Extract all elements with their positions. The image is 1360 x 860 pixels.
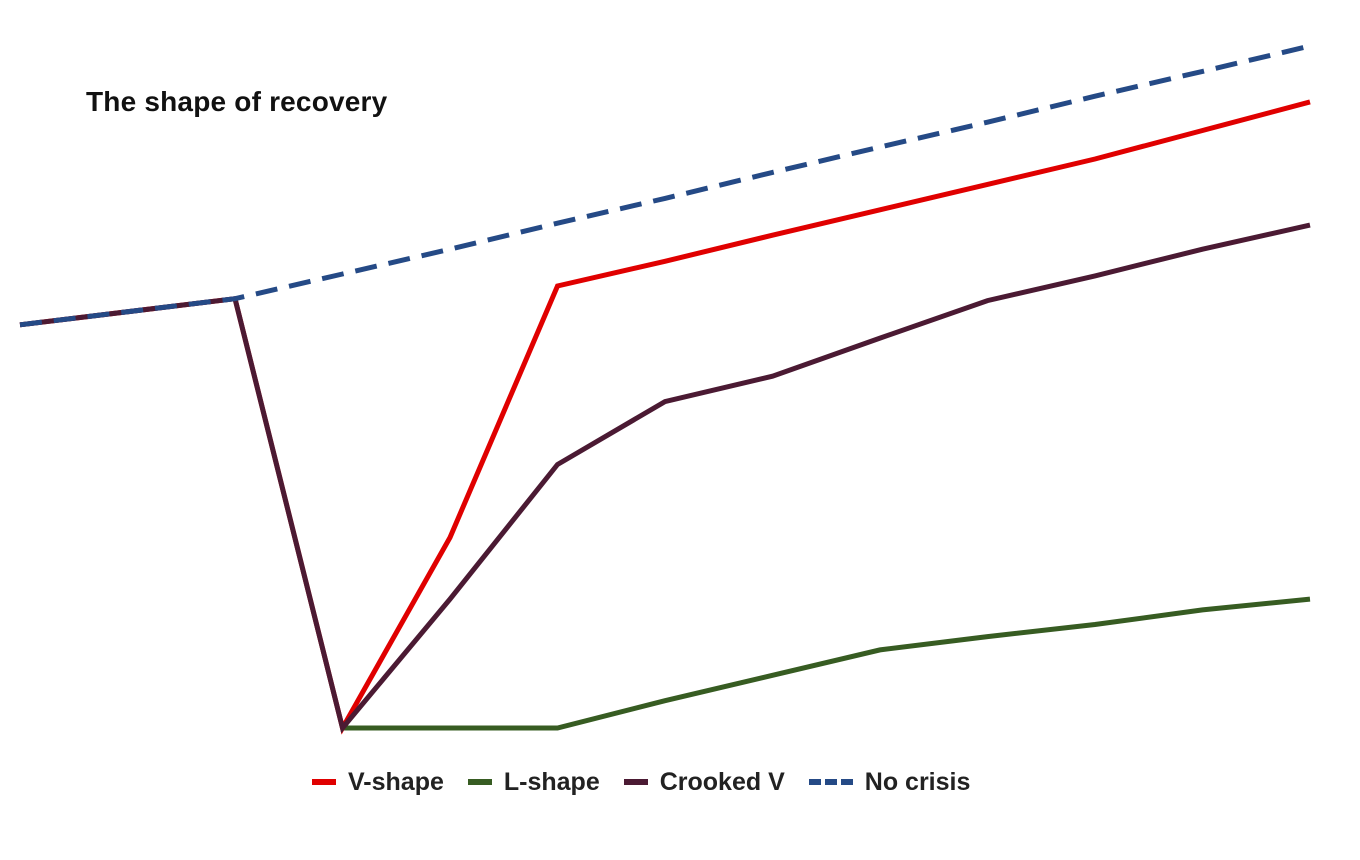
legend-item-no-crisis: No crisis bbox=[808, 767, 971, 797]
series-line-v-shape bbox=[19, 99, 1311, 735]
series-layer bbox=[19, 43, 1311, 735]
series-line-l-shape bbox=[342, 596, 1311, 731]
legend-label-l-shape: L-shape bbox=[503, 767, 600, 796]
legend-label-crooked-v: Crooked V bbox=[659, 767, 785, 796]
legend-item-l-shape: L-shape bbox=[467, 767, 600, 797]
legend-swatch-crooked-v bbox=[623, 779, 648, 785]
legend-item-v-shape: V-shape bbox=[312, 768, 444, 797]
legend-label-v-shape: V-shape bbox=[348, 767, 444, 796]
chart-title: The shape of recovery bbox=[86, 86, 388, 117]
legend: V-shape L-shape Crooked V No crisis bbox=[312, 764, 970, 800]
legend-swatch-v-shape bbox=[312, 779, 336, 785]
series-line-crooked-v bbox=[19, 222, 1311, 734]
legend-swatch-l-shape bbox=[467, 779, 492, 785]
series-line-no-crisis bbox=[19, 43, 1311, 328]
legend-label-no-crisis: No crisis bbox=[864, 767, 971, 796]
legend-swatch-no-crisis bbox=[808, 779, 853, 785]
legend-item-crooked-v: Crooked V bbox=[623, 767, 785, 797]
